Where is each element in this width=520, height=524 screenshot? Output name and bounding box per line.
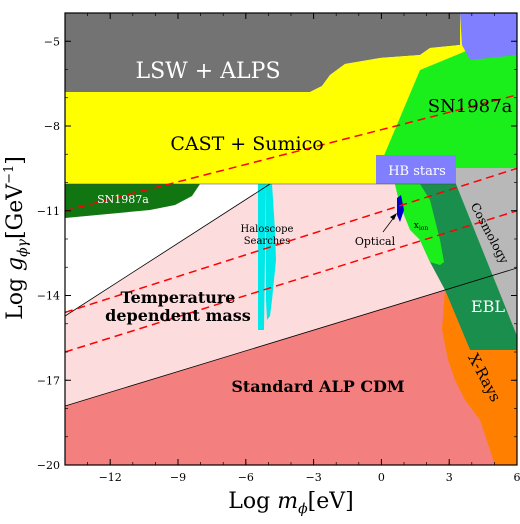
label-x-ion: xion — [414, 221, 429, 232]
x-tick-label: −6 — [238, 471, 254, 484]
label-sn1987a-left: SN1987a — [97, 193, 149, 206]
x-axis-title-main: Log — [228, 489, 277, 514]
y-axis-title-unit: [GeV — [3, 183, 28, 239]
x-tick-label: −9 — [170, 471, 186, 484]
x-axis-title-sub: ϕ — [298, 501, 308, 517]
label-temperature-2: dependent mass — [105, 306, 251, 325]
dashed-line-2 — [65, 167, 517, 314]
region-sn1987a-right — [380, 30, 517, 175]
boundary-line-upper — [65, 183, 271, 317]
dashed-line-3 — [65, 210, 517, 353]
region-sn1987a-left — [65, 184, 200, 218]
y-axis-title-sub: ϕγ — [15, 238, 31, 257]
y-axis-title-main: Log — [3, 271, 28, 320]
x-axis-title-unit: [eV] — [308, 489, 354, 514]
y-tick-label: −17 — [37, 374, 60, 387]
x-tick-label: 0 — [378, 471, 385, 484]
region-x-ion — [395, 184, 444, 265]
y-tick-label: −11 — [37, 205, 60, 218]
region-labels: LSW + ALPS CAST + Sumico SN1987a SN1987a… — [97, 59, 512, 405]
x-tick-label: 3 — [446, 471, 453, 484]
label-ebl: EBL — [471, 297, 505, 316]
boundary-line-lower — [65, 267, 517, 407]
region-temperature-dependent-mass — [65, 184, 517, 406]
region-cosmology — [456, 168, 517, 336]
region-haloscope-2 — [266, 184, 276, 320]
label-lsw-alps: LSW + ALPS — [135, 59, 280, 84]
region-xrays — [442, 290, 517, 465]
x-tick-label: −12 — [99, 471, 122, 484]
y-tick-label: −14 — [37, 290, 60, 303]
region-lsw-alps — [65, 13, 460, 92]
region-optical — [397, 195, 404, 222]
y-ticks-group: −5 −8 −11 −14 −17 −20 — [37, 12, 517, 472]
label-hb-stars: HB stars — [388, 164, 446, 179]
region-standard-alp-cdm — [65, 268, 517, 465]
label-standard-alp: Standard ALP CDM — [231, 377, 404, 396]
label-x-ion-sub: ion — [419, 225, 429, 232]
x-tick-label: −3 — [305, 471, 321, 484]
y-tick-label: −20 — [37, 459, 60, 472]
region-haloscope — [258, 184, 266, 330]
y-axis-title: Log gϕγ[GeV−1] — [2, 156, 31, 320]
label-optical: Optical — [355, 235, 396, 248]
label-cast-sumico: CAST + Sumico — [170, 133, 323, 155]
optical-arrow-head — [390, 213, 397, 220]
dashed-lines-group — [65, 94, 517, 353]
x-tick-label: 6 — [514, 471, 520, 484]
x-axis-title: Log mϕ[eV] — [228, 489, 353, 517]
label-temperature-1: Temperature — [121, 288, 236, 307]
y-axis-title-close: ] — [3, 156, 28, 165]
x-ticks-group: −12 −9 −6 −3 0 3 6 — [64, 13, 520, 484]
label-x-ion-main: x — [414, 221, 419, 231]
y-axis-title-var: g — [3, 257, 28, 271]
x-axis-title-var: m — [277, 489, 298, 514]
y-tick-label: −8 — [44, 120, 60, 133]
label-sn1987a-right: SN1987a — [428, 96, 513, 117]
region-hb-stars-top — [460, 13, 517, 60]
y-axis-title-exp: −1 — [2, 165, 17, 184]
y-tick-label: −5 — [44, 35, 60, 48]
region-cast-sumico — [65, 13, 517, 184]
region-hb-stars — [376, 155, 456, 184]
regions-layer — [65, 13, 517, 465]
label-haloscope-1: Haloscope — [241, 224, 294, 235]
label-haloscope-2: Searches — [244, 236, 291, 247]
